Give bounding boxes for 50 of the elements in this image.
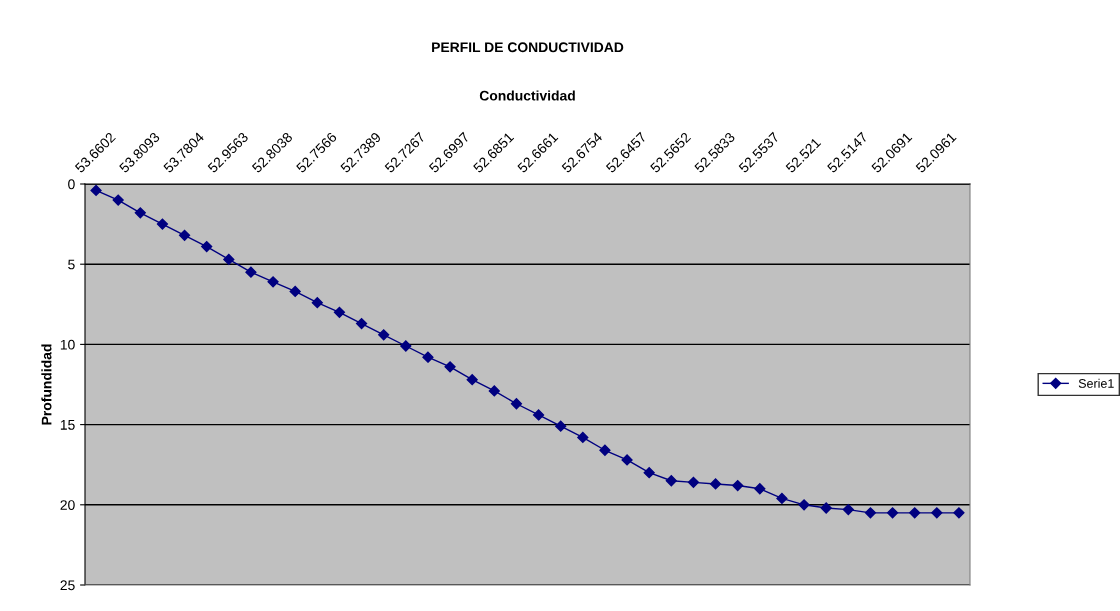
point	[488, 385, 500, 397]
point	[953, 507, 965, 519]
point	[754, 483, 766, 495]
point	[355, 317, 368, 330]
point	[156, 218, 169, 230]
y-tick-label: 20	[60, 500, 75, 510]
point	[665, 475, 677, 487]
chart-title: PERFIL DE CONDUCTIVIDAD	[432, 42, 624, 53]
point	[931, 507, 943, 519]
point	[333, 306, 346, 318]
point	[864, 507, 877, 519]
point	[643, 467, 655, 479]
point	[510, 398, 523, 410]
x-axis-title: Conductividad	[479, 90, 575, 101]
point	[245, 266, 257, 278]
point	[466, 374, 478, 386]
point	[311, 297, 323, 309]
point	[532, 409, 545, 421]
point	[709, 478, 722, 490]
point	[223, 253, 235, 265]
y-tick-label: 5	[68, 259, 75, 270]
point	[577, 431, 589, 444]
point	[112, 194, 124, 206]
point	[798, 499, 810, 511]
y-tick-label: 25	[60, 580, 75, 591]
point	[732, 479, 744, 492]
point	[90, 184, 102, 197]
point	[201, 240, 213, 253]
point	[909, 507, 921, 519]
y-tick-label: 10	[60, 339, 75, 350]
y-tick-label: 0	[68, 179, 75, 190]
point	[289, 285, 301, 298]
y-tick-label: 15	[60, 420, 75, 430]
point	[776, 492, 788, 504]
point	[599, 444, 611, 456]
point	[267, 276, 279, 288]
point	[422, 351, 434, 363]
legend-label: Serie1	[1078, 378, 1114, 388]
point	[444, 361, 456, 373]
point	[178, 229, 191, 241]
point	[621, 454, 633, 466]
point	[687, 476, 700, 488]
point	[842, 504, 854, 516]
point	[886, 507, 899, 519]
point	[820, 502, 832, 514]
point	[378, 329, 390, 341]
point	[134, 207, 146, 219]
y-axis-title: Profundidad	[41, 344, 52, 425]
point	[555, 420, 567, 432]
point	[400, 340, 412, 352]
